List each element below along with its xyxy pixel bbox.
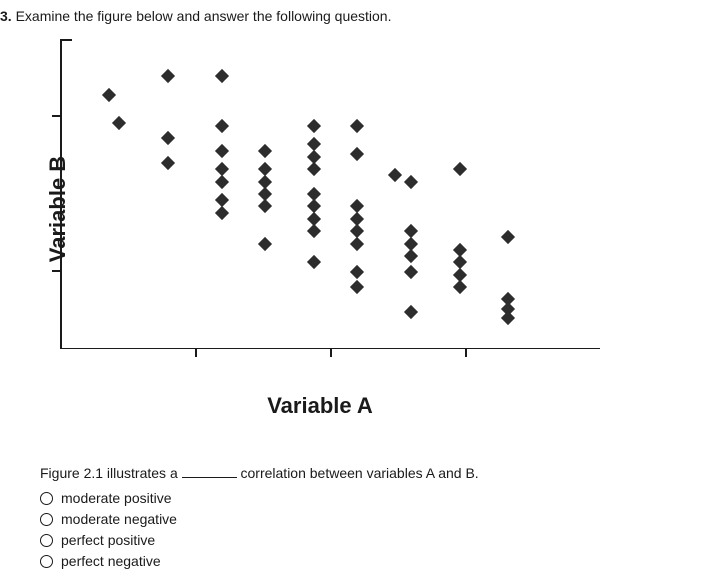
question-number: 3. [0, 8, 12, 24]
data-point [350, 147, 364, 161]
data-point [161, 69, 175, 83]
question-stem: Figure 2.1 illustrates a correlation bet… [40, 465, 479, 481]
option-label: perfect positive [61, 532, 155, 548]
x-axis-label: Variable A [267, 393, 373, 419]
data-point [215, 175, 229, 189]
data-point [453, 280, 467, 294]
data-point [350, 237, 364, 251]
option-b[interactable]: moderate negative [40, 511, 177, 527]
question-header: 3. Examine the figure below and answer t… [0, 0, 716, 24]
option-c[interactable]: perfect positive [40, 532, 177, 548]
data-point [404, 175, 418, 189]
y-tick [52, 115, 60, 117]
data-point [388, 168, 402, 182]
scatter-chart: Variable B Variable A [40, 39, 600, 379]
data-point [161, 131, 175, 145]
x-tick [465, 349, 467, 357]
data-point [307, 162, 321, 176]
question-prompt: Examine the figure below and answer the … [16, 8, 392, 24]
data-point [307, 119, 321, 133]
option-label: perfect negative [61, 553, 161, 569]
radio-icon [40, 513, 53, 526]
answer-options: moderate positive moderate negative perf… [40, 490, 177, 574]
y-axis-top-tick [60, 39, 72, 41]
plot-region [60, 39, 600, 349]
data-point [215, 144, 229, 158]
radio-icon [40, 534, 53, 547]
y-tick [52, 270, 60, 272]
data-point [112, 116, 126, 130]
option-a[interactable]: moderate positive [40, 490, 177, 506]
data-point [350, 119, 364, 133]
data-point [404, 305, 418, 319]
data-point [453, 162, 467, 176]
data-point [102, 88, 116, 102]
stem-before: Figure 2.1 illustrates a [40, 465, 182, 481]
option-label: moderate negative [61, 511, 177, 527]
data-point [350, 264, 364, 278]
data-point [404, 249, 418, 263]
data-point [161, 156, 175, 170]
radio-icon [40, 555, 53, 568]
data-point [307, 255, 321, 269]
x-tick [330, 349, 332, 357]
data-point [404, 264, 418, 278]
option-label: moderate positive [61, 490, 172, 506]
data-point [350, 280, 364, 294]
data-point [215, 206, 229, 220]
y-axis-line [60, 39, 62, 349]
data-point [501, 311, 515, 325]
radio-icon [40, 492, 53, 505]
data-point [258, 199, 272, 213]
data-point [501, 230, 515, 244]
x-tick [195, 349, 197, 357]
data-point [307, 224, 321, 238]
data-point [215, 69, 229, 83]
data-point [258, 144, 272, 158]
fill-blank [182, 477, 237, 478]
data-point [258, 237, 272, 251]
y-tick [52, 193, 60, 195]
data-point [215, 119, 229, 133]
option-d[interactable]: perfect negative [40, 553, 177, 569]
stem-after: correlation between variables A and B. [237, 465, 479, 481]
